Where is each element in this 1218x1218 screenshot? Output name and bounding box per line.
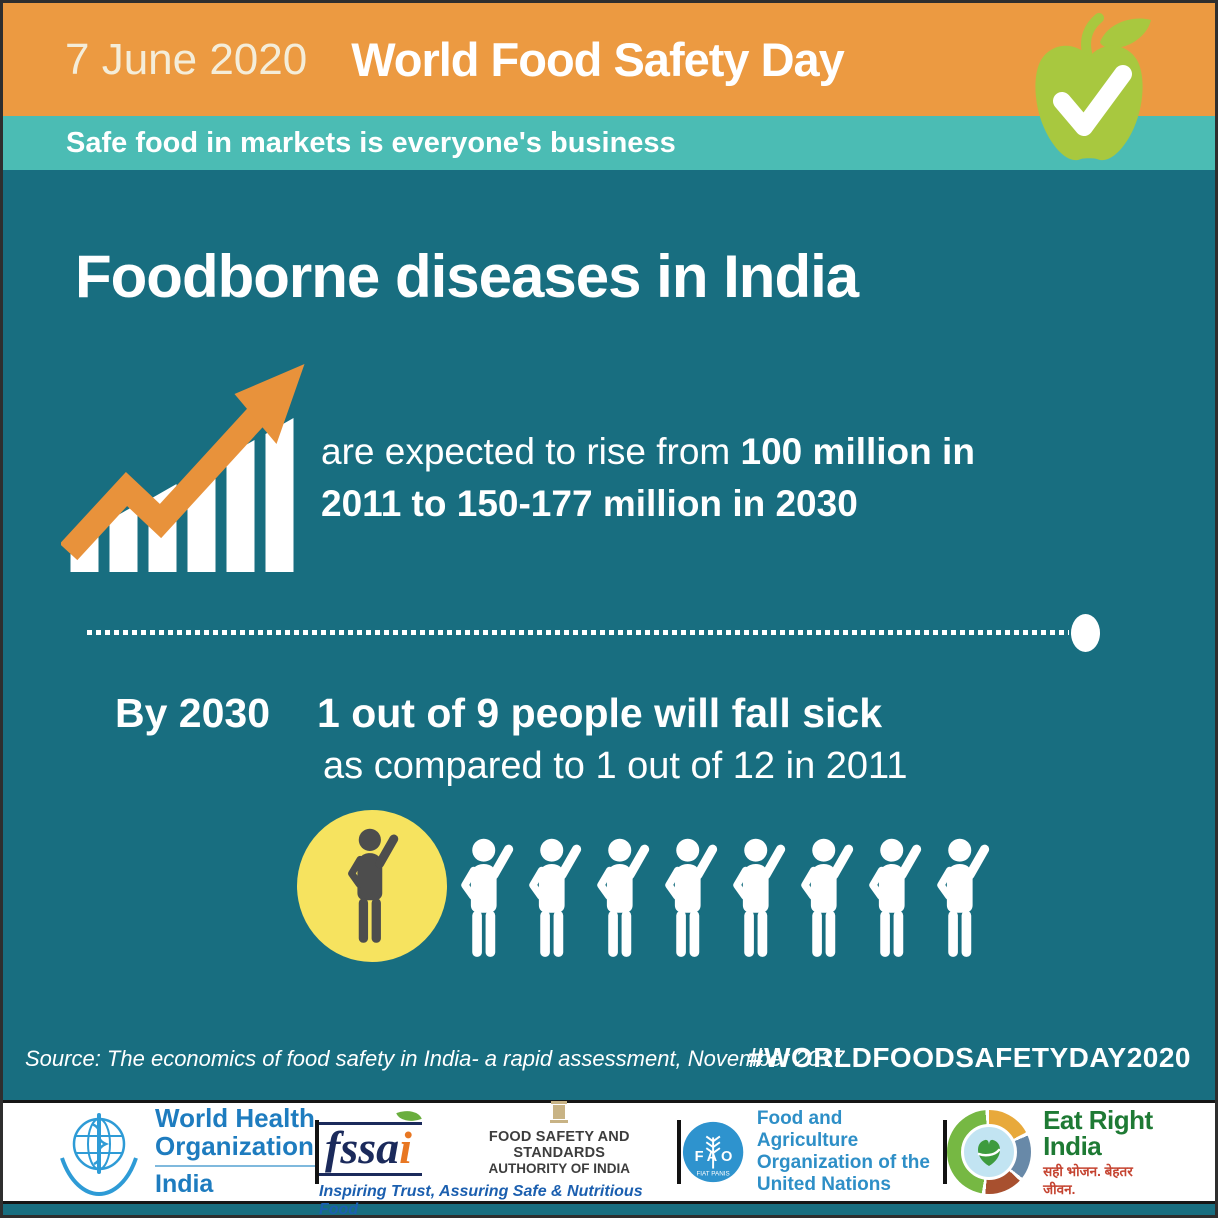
eat-right-ring-icon bbox=[947, 1110, 1032, 1194]
growth-chart-icon bbox=[61, 364, 305, 572]
header-title: World Food Safety Day bbox=[351, 33, 845, 86]
highlight-circle bbox=[297, 810, 447, 962]
footer-divider bbox=[676, 1120, 681, 1184]
fao-emblem-icon: FAO FIAT PANIS bbox=[682, 1121, 743, 1183]
source-citation: Source: The economics of food safety in … bbox=[25, 1046, 845, 1071]
person-icon bbox=[730, 836, 787, 960]
fssai-authority-line2: AUTHORITY OF INDIA bbox=[488, 1161, 631, 1176]
person-icon bbox=[662, 836, 719, 960]
fao-circle-letters: FAO bbox=[694, 1149, 736, 1165]
campaign-tagline: Safe food in markets is everyone's busin… bbox=[66, 126, 676, 159]
who-emblem-icon bbox=[60, 1113, 138, 1196]
person-icon bbox=[798, 836, 855, 960]
rise-text-bold-1: 100 million in bbox=[740, 431, 975, 472]
who-logo-group: World Health Organization India bbox=[55, 1103, 315, 1199]
apple-check-icon bbox=[1035, 13, 1151, 161]
bottom-strip bbox=[3, 1204, 1215, 1215]
fssai-wordmark-text: fssa bbox=[325, 1122, 400, 1173]
person-icon bbox=[866, 836, 923, 960]
eat-right-name-line2: India bbox=[1043, 1130, 1102, 1161]
main-content: Foodborne diseases in India are expected… bbox=[3, 170, 1215, 1100]
rise-statement: are expected to rise from 100 million in… bbox=[321, 426, 1111, 530]
person-icon bbox=[934, 836, 991, 960]
fao-motto: FIAT PANIS bbox=[696, 1170, 729, 1177]
header-date: 7 June 2020 bbox=[65, 34, 308, 84]
who-name-line1: World Health bbox=[155, 1103, 315, 1134]
who-country: India bbox=[155, 1169, 214, 1198]
projection-year-label: By 2030 bbox=[115, 690, 271, 736]
main-title: Foodborne diseases in India bbox=[75, 243, 859, 310]
fssai-tagline: Inspiring Trust, Assuring Safe & Nutriti… bbox=[319, 1183, 643, 1218]
fao-name-line3: United Nations bbox=[756, 1173, 891, 1195]
eat-right-logo-group: Eat Right India सही भोजन. बेहतर जीवन. bbox=[947, 1107, 1163, 1198]
eat-right-hindi-tagline: सही भोजन. बेहतर जीवन. bbox=[1043, 1163, 1133, 1197]
fao-name-line1: Food and Agriculture bbox=[756, 1108, 859, 1152]
campaign-hashtag: #WORLDFOODSAFETYDAY2020 bbox=[748, 1042, 1191, 1073]
rise-text-regular: are expected to rise from bbox=[321, 431, 741, 472]
projection-line1: 1 out of 9 people will fall sick bbox=[317, 690, 883, 736]
dotted-divider bbox=[87, 630, 1069, 635]
fssai-wordmark: fssai bbox=[319, 1105, 422, 1176]
people-pictogram-row bbox=[297, 810, 991, 962]
fssai-wordmark-i: i bbox=[399, 1122, 412, 1173]
who-name-line2: Organization bbox=[155, 1130, 314, 1161]
person-icon bbox=[594, 836, 651, 960]
fao-logo-group: FAO FIAT PANIS Food and Agriculture Orga… bbox=[681, 1108, 943, 1195]
partner-logos-footer: World Health Organization India fssai bbox=[3, 1087, 1215, 1215]
who-rule bbox=[155, 1164, 315, 1167]
person-icon bbox=[526, 836, 583, 960]
subheader-band: Safe food in markets is everyone's busin… bbox=[3, 116, 1215, 170]
footer-divider bbox=[943, 1120, 948, 1184]
fssai-authority-line1: FOOD SAFETY AND STANDARDS bbox=[488, 1129, 630, 1161]
person-icon bbox=[458, 836, 515, 960]
header-band: 7 June 2020 World Food Safety Day bbox=[3, 3, 1215, 116]
rise-text-bold-2: 2011 to 150-177 million in 2030 bbox=[321, 482, 858, 524]
fao-name-line2: Organization of the bbox=[756, 1152, 930, 1173]
projection-line2: as compared to 1 out of 12 in 2011 bbox=[323, 745, 908, 787]
person-icon-highlighted bbox=[345, 827, 400, 945]
eat-right-name-line1: Eat Right bbox=[1043, 1104, 1153, 1135]
eat-right-leaf-icon bbox=[961, 1124, 1018, 1180]
fssai-logo-group: fssai FOOD SAFETY AND STANDARDS AUTHORIT… bbox=[319, 1085, 677, 1218]
footer-divider bbox=[315, 1120, 319, 1184]
projection-statement: By 2030 1 out of 9 people will fall sick… bbox=[115, 690, 907, 788]
divider-end-dot bbox=[1071, 614, 1100, 652]
